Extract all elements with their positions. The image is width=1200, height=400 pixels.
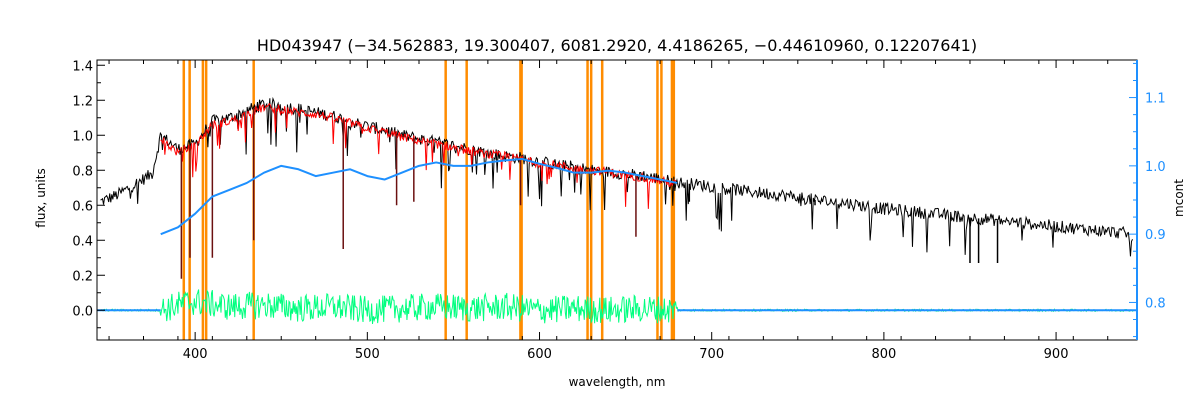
y2-axis-label: mcont [1172,179,1186,217]
x-tick-label-3: 700 [699,347,724,362]
y-tick-label-3: 0.6 [72,199,93,214]
y2-tick-label-0: 0.8 [1145,296,1166,311]
y-tick-label-4: 0.8 [72,164,93,179]
x-tick-label-4: 800 [871,347,896,362]
y2-tick-label-3: 1.1 [1145,92,1166,107]
plot-layer [97,60,1137,340]
y-tick-label-1: 0.2 [72,269,93,284]
y-tick-label-0: 0.0 [72,304,93,319]
chart-title: HD043947 (−34.562883, 19.300407, 6081.29… [257,36,977,55]
y-axis-label: flux, units [34,168,48,227]
y-tick-label-7: 1.4 [72,59,93,74]
y-tick-label-5: 1.0 [72,129,93,144]
x-tick-label-1: 500 [355,347,380,362]
y2-tick-label-1: 0.9 [1145,228,1166,243]
x-axis-label: wavelength, nm [569,375,666,389]
axis-layer: 400 500 600 700 800 900 0.0 0.2 0.4 0.6 0.8 1.0 1.2 1… [72,59,1165,362]
x-tick-label-0: 400 [183,347,208,362]
x-tick-label-2: 600 [527,347,552,362]
y2-tick-label-2: 1.0 [1145,160,1166,175]
x-tick-label-5: 900 [1044,347,1069,362]
series-model [160,102,677,209]
y-tick-label-2: 0.4 [72,234,93,249]
y-tick-label-6: 1.2 [72,94,93,109]
series-continuum [160,158,678,236]
